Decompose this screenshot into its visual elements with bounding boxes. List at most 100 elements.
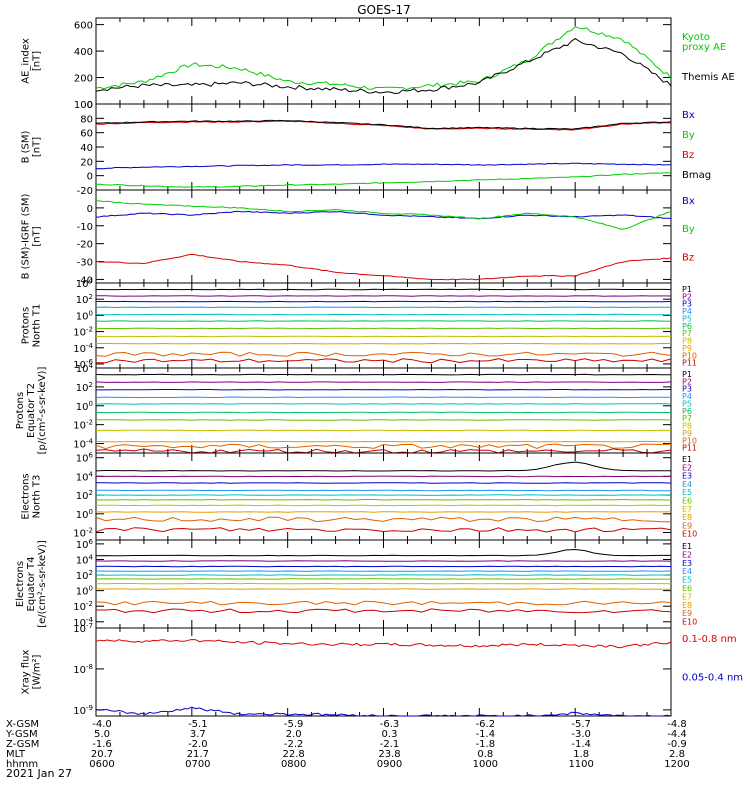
ephemeris-value: 0900 (377, 759, 402, 770)
y-tick-label: 100 (76, 585, 93, 598)
y-tick-label: 102 (76, 293, 93, 306)
y-tick-label: 106 (76, 538, 94, 551)
y-tick-label: 102 (76, 381, 93, 394)
y-tick-label: 10-2 (73, 600, 93, 613)
y-axis-label-line: Equator T4 (26, 557, 37, 612)
y-tick-label: -20 (77, 240, 93, 251)
legend-label: 0.05-0.4 nm (682, 672, 743, 683)
band-line-e10 (96, 609, 671, 613)
legend-label: By (682, 224, 695, 235)
y-axis-label-line: [W/m²] (32, 654, 43, 689)
y-axis-label-line: [nT] (32, 137, 43, 157)
y-axis-label: B (SM)[nT] (21, 130, 43, 163)
legend-label: 0.1-0.8 nm (682, 634, 737, 645)
ephemeris-value: 1100 (568, 759, 593, 770)
y-tick-label: 104 (76, 362, 94, 375)
y-tick-label: -30 (77, 258, 93, 269)
band-line-e4 (96, 490, 671, 491)
band-line-p10 (96, 352, 671, 356)
ephemeris-value: 1200 (664, 759, 689, 770)
y-axis-label-line: [p/(cm²-s-sr-keV)] (37, 367, 48, 455)
y-axis-label-line: B (SM)-IGRF (SM) (21, 194, 32, 280)
band-line-p5 (96, 314, 671, 315)
y-tick-label: 100 (76, 309, 93, 322)
y-tick-label: 0 (87, 204, 93, 215)
legend-label: Bz (682, 252, 694, 263)
band-line-e5 (96, 495, 671, 496)
y-tick-label: 600 (74, 21, 93, 32)
band-line-p1 (96, 374, 671, 375)
band-line-e2 (96, 561, 671, 562)
y-tick-label: 0 (87, 172, 93, 183)
panel-frame (96, 368, 671, 453)
series-line-bz (96, 254, 671, 279)
series-line-kyoto-proxy-ae (96, 27, 671, 90)
band-line-p7 (96, 328, 671, 329)
band-label-e10: E10 (682, 618, 697, 627)
band-line-e8 (96, 512, 671, 513)
y-axis-label: AE_index[nT] (21, 38, 43, 84)
band-line-p9 (96, 441, 671, 442)
band-label-e10: E10 (682, 530, 697, 539)
band-line-e1 (96, 462, 671, 471)
band-line-p4 (96, 397, 671, 398)
series-line-bmag (96, 120, 671, 129)
legend-label: Bx (682, 196, 695, 207)
series-line-bz (96, 121, 671, 130)
y-axis-label-line: North T3 (32, 475, 43, 519)
ephemeris-value: 0600 (89, 759, 114, 770)
y-axis-label-line: B (SM) (21, 130, 32, 163)
plot-title: GOES-17 (357, 3, 411, 17)
band-line-p8 (96, 430, 671, 431)
series-line-0-1-0-8-nm (96, 640, 671, 648)
band-line-p3 (96, 301, 671, 302)
band-line-p5 (96, 404, 671, 405)
band-line-p4 (96, 307, 671, 308)
ephemeris-value: 0700 (185, 759, 210, 770)
band-line-p2 (96, 382, 671, 383)
y-tick-label: 10-4 (73, 438, 93, 451)
y-axis-label-line: [nT] (32, 51, 43, 71)
panel-frame (96, 453, 671, 540)
y-axis-label-line: Electrons (15, 561, 26, 607)
y-axis-label-line: Xray flux (21, 650, 32, 695)
y-tick-label: 100 (76, 400, 93, 413)
y-tick-label: 10-2 (73, 326, 93, 339)
y-tick-label: 200 (74, 74, 93, 85)
y-tick-label: 100 (74, 100, 93, 111)
y-tick-label: 10-2 (73, 419, 93, 432)
y-tick-label: 102 (76, 489, 93, 502)
legend-label: By (682, 130, 695, 141)
band-line-p2 (96, 296, 671, 297)
band-line-p1 (96, 289, 671, 290)
y-tick-label: 106 (76, 452, 94, 465)
panel-frame (96, 104, 671, 190)
band-line-e9 (96, 517, 671, 522)
y-tick-label: 104 (76, 277, 94, 290)
band-line-e3 (96, 483, 671, 484)
y-tick-label: 104 (76, 470, 94, 483)
y-tick-label: 60 (80, 129, 93, 140)
y-axis-label: B (SM)-IGRF (SM)[nT] (21, 194, 43, 280)
panel-frame (96, 190, 671, 283)
series-line-bx (96, 163, 671, 169)
legend-label: proxy AE (682, 42, 726, 53)
legend-label: Bz (682, 150, 694, 161)
y-tick-label: -20 (77, 186, 93, 197)
y-tick-label: 10-8 (73, 663, 93, 676)
y-tick-label: 40 (80, 143, 93, 154)
y-tick-label: 400 (74, 47, 93, 58)
y-axis-label-line: Electrons (21, 473, 32, 519)
y-axis-label-line: [nT] (32, 226, 43, 246)
band-label-p11: P11 (682, 444, 697, 453)
